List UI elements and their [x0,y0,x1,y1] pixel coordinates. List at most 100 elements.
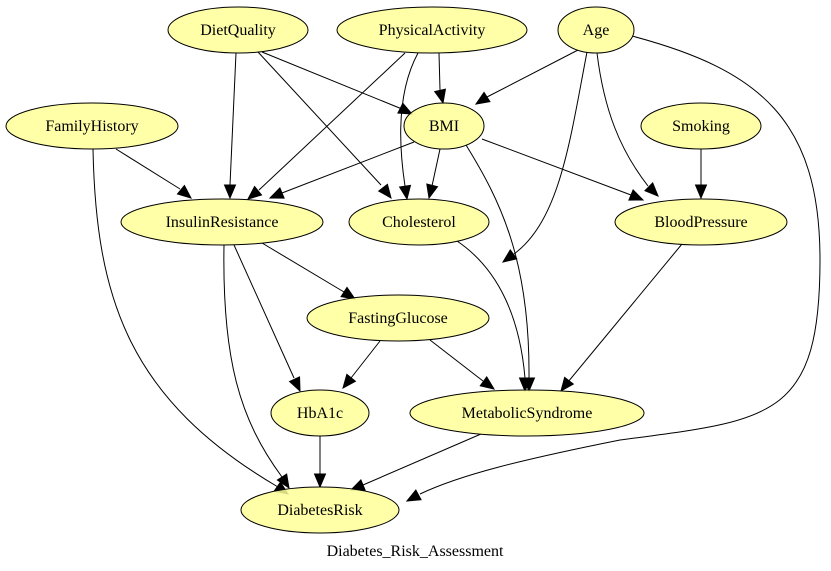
edge-line [92,148,279,488]
edge-HbA1c-to-DiabetesRisk [313,436,327,489]
arrowhead-icon [176,184,192,199]
edge-FastingGlucose-to-MetabolicSyndrome [429,339,496,390]
edge-FastingGlucose-to-HbA1c [342,340,381,390]
edge-FamilyHistory-to-InsulinResistance [115,148,192,199]
arrowhead-icon [247,185,263,200]
edge-InsulinResistance-to-DiabetesRisk [223,244,290,490]
node-ellipse [167,6,309,54]
arrowhead-icon [426,183,439,200]
edge-line [419,35,821,495]
edge-InsulinResistance-to-HbA1c [233,244,301,393]
edge-line [257,51,382,186]
node-MetabolicSyndrome[interactable]: MetabolicSyndrome [409,389,645,437]
node-Cholesterol[interactable]: Cholesterol [348,198,490,246]
arrowhead-icon [560,376,575,393]
edge-BMI-to-InsulinResistance [268,141,415,199]
node-Smoking[interactable]: Smoking [640,102,762,150]
edge-Age-to-BMI [474,49,579,105]
node-ellipse [409,389,645,437]
node-ellipse [640,102,762,150]
edge-line [258,52,406,191]
edge-line [400,52,419,187]
edge-InsulinResistance-to-FastingGlucose [261,242,357,300]
edge-line [456,240,526,379]
arrowhead-icon [223,184,237,200]
node-ellipse [403,102,485,150]
edge-line [431,148,441,187]
arrowhead-icon [644,182,659,197]
node-FamilyHistory[interactable]: FamilyHistory [5,102,179,150]
node-label: Smoking [672,118,730,135]
edge-line [362,433,482,486]
node-label: Cholesterol [382,214,456,231]
node-ellipse [5,102,179,150]
arrowhead-icon [276,473,290,490]
edge-DietQuality-to-BMI [261,51,414,115]
node-label: Age [583,22,610,39]
arrowhead-icon [474,91,491,105]
node-FastingGlucose[interactable]: FastingGlucose [306,294,490,342]
node-DietQuality[interactable]: DietQuality [167,6,309,54]
node-label: HbA1c [297,405,343,422]
node-HbA1c[interactable]: HbA1c [270,389,370,437]
edge-Age-to-BloodPressure [596,52,659,197]
node-PhysicalActivity[interactable]: PhysicalActivity [336,6,528,54]
edge-line [438,52,441,91]
edges-layer [92,35,821,502]
arrowhead-icon [398,184,412,201]
node-ellipse [270,389,370,437]
graph-title: Diabetes_Risk_Assessment [327,543,504,560]
edge-PhysicalActivity-to-InsulinResistance [247,52,406,200]
edge-line [261,242,345,293]
node-label: DiabetesRisk [277,502,362,519]
node-ellipse [120,198,324,246]
arrowhead-icon [501,249,518,263]
arrowhead-icon [694,184,708,200]
edge-line [223,244,283,478]
node-DiabetesRisk[interactable]: DiabetesRisk [240,486,400,534]
arrowhead-icon [405,489,422,502]
node-label: InsulinResistance [166,214,279,231]
arrowhead-icon [433,88,447,105]
edge-PhysicalActivity-to-BMI [433,52,447,105]
arrowhead-icon [340,286,357,300]
node-label: PhysicalActivity [379,22,486,39]
edge-PhysicalActivity-to-Cholesterol [398,52,419,201]
arrowhead-icon [479,376,496,390]
edge-MetabolicSyndrome-to-DiabetesRisk [349,433,482,491]
node-label: BloodPressure [654,214,747,231]
arrowhead-icon [518,377,532,393]
edge-line [233,244,295,379]
node-InsulinResistance[interactable]: InsulinResistance [120,198,324,246]
node-ellipse [306,294,490,342]
edge-line [486,49,579,98]
edge-Smoking-to-BloodPressure [694,149,708,200]
nodes-layer: DietQuality PhysicalActivity Age FamilyHist… [5,6,788,534]
edge-BMI-to-MetabolicSyndrome [465,144,536,393]
node-label: FastingGlucose [348,310,448,327]
edge-line [429,339,484,382]
arrowhead-icon [288,376,301,393]
arrowhead-icon [268,187,285,199]
edge-line [596,52,649,187]
node-Age[interactable]: Age [557,6,635,54]
node-label: BMI [429,118,459,135]
arrowhead-icon [377,183,392,200]
edge-line [229,52,237,186]
node-BMI[interactable]: BMI [403,102,485,150]
node-label: DietQuality [200,22,276,39]
edge-Age-to-FastingGlucose [501,51,588,263]
edge-line [115,148,181,190]
edge-BMI-to-Cholesterol [426,148,441,200]
node-ellipse [336,6,528,54]
edge-line [481,138,632,196]
node-BloodPressure[interactable]: BloodPressure [614,198,788,246]
edge-line [465,144,530,379]
arrowhead-icon [628,189,645,201]
node-label: MetabolicSyndrome [462,405,593,422]
node-ellipse [240,486,400,534]
arrowhead-icon [397,102,414,115]
node-ellipse [348,198,490,246]
edge-BloodPressure-to-MetabolicSyndrome [560,243,683,393]
